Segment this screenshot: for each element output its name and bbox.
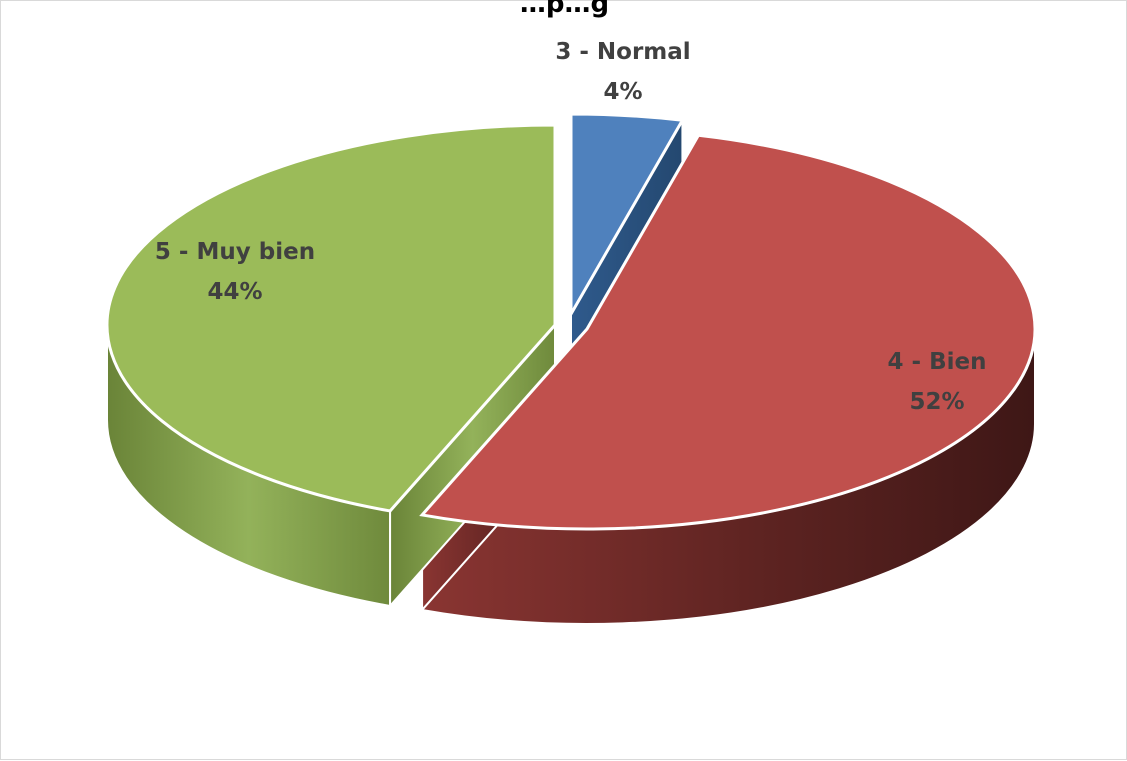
slice-bien xyxy=(419,133,1037,531)
label-bien: 4 - Bien 52% xyxy=(888,349,987,415)
label-muy-bien-category: 5 - Muy bien xyxy=(155,239,315,265)
label-muy-bien-percent: 44% xyxy=(207,279,262,305)
label-normal-percent: 4% xyxy=(603,79,642,105)
label-bien-percent: 52% xyxy=(909,389,964,415)
slice-muy-bien xyxy=(105,123,557,513)
slice-normal xyxy=(569,112,685,320)
chart-title: …p…g xyxy=(519,0,610,19)
label-normal: 3 - Normal 4% xyxy=(555,39,690,105)
label-bien-category: 4 - Bien xyxy=(888,349,987,375)
label-muy-bien: 5 - Muy bien 44% xyxy=(155,239,315,305)
label-normal-category: 3 - Normal xyxy=(555,39,690,65)
